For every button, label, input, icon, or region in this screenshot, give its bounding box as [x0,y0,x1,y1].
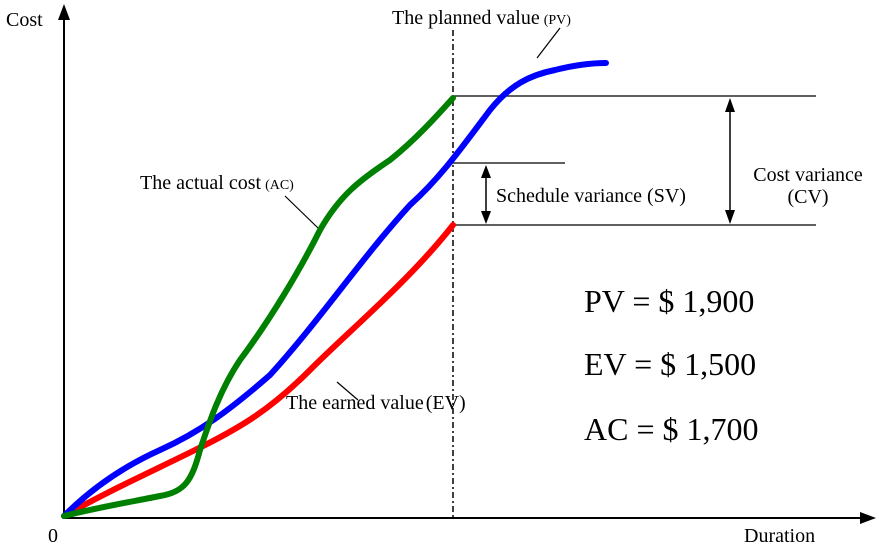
origin-label: 0 [48,525,58,545]
pv-label: The planned value (PV) [392,7,571,29]
cv-arrow-head-down [725,210,735,224]
ac-label-abbr: (AC) [265,178,294,193]
pv-label-main: The planned value [392,7,540,29]
sv-label: Schedule variance (SV) [496,185,686,207]
ev-label-abbr: (EV) [426,392,466,414]
ac-value: AC = $ 1,700 [584,411,759,447]
ev-label: The earned value (EV) [286,392,466,414]
x-axis-arrowhead [860,512,876,524]
ac-label: The actual cost (AC) [140,172,294,194]
ac-label-main: The actual cost [140,172,261,194]
pv-curve [61,60,609,519]
ac-curve [61,95,456,519]
cv-label-line2: (CV) [787,186,828,208]
cv-arrow-head-up [725,98,735,112]
pv-label-abbr: (PV) [544,13,572,28]
sv-arrow-head-down [481,211,491,224]
y-axis-label: Cost [6,9,43,31]
sv-arrow-head-up [481,165,491,178]
cv-label-line1: Cost variance [753,164,863,186]
pv-value: PV = $ 1,900 [584,283,754,319]
ev-leader-line [336,381,359,401]
pv-leader-line [536,27,561,59]
ev-value: EV = $ 1,500 [584,346,756,382]
ev-label-main: The earned value [286,392,424,414]
y-axis-arrowhead [58,4,70,20]
ev-curve [61,222,456,519]
ac-leader-line [284,195,319,229]
x-axis-label: Duration [744,525,815,545]
